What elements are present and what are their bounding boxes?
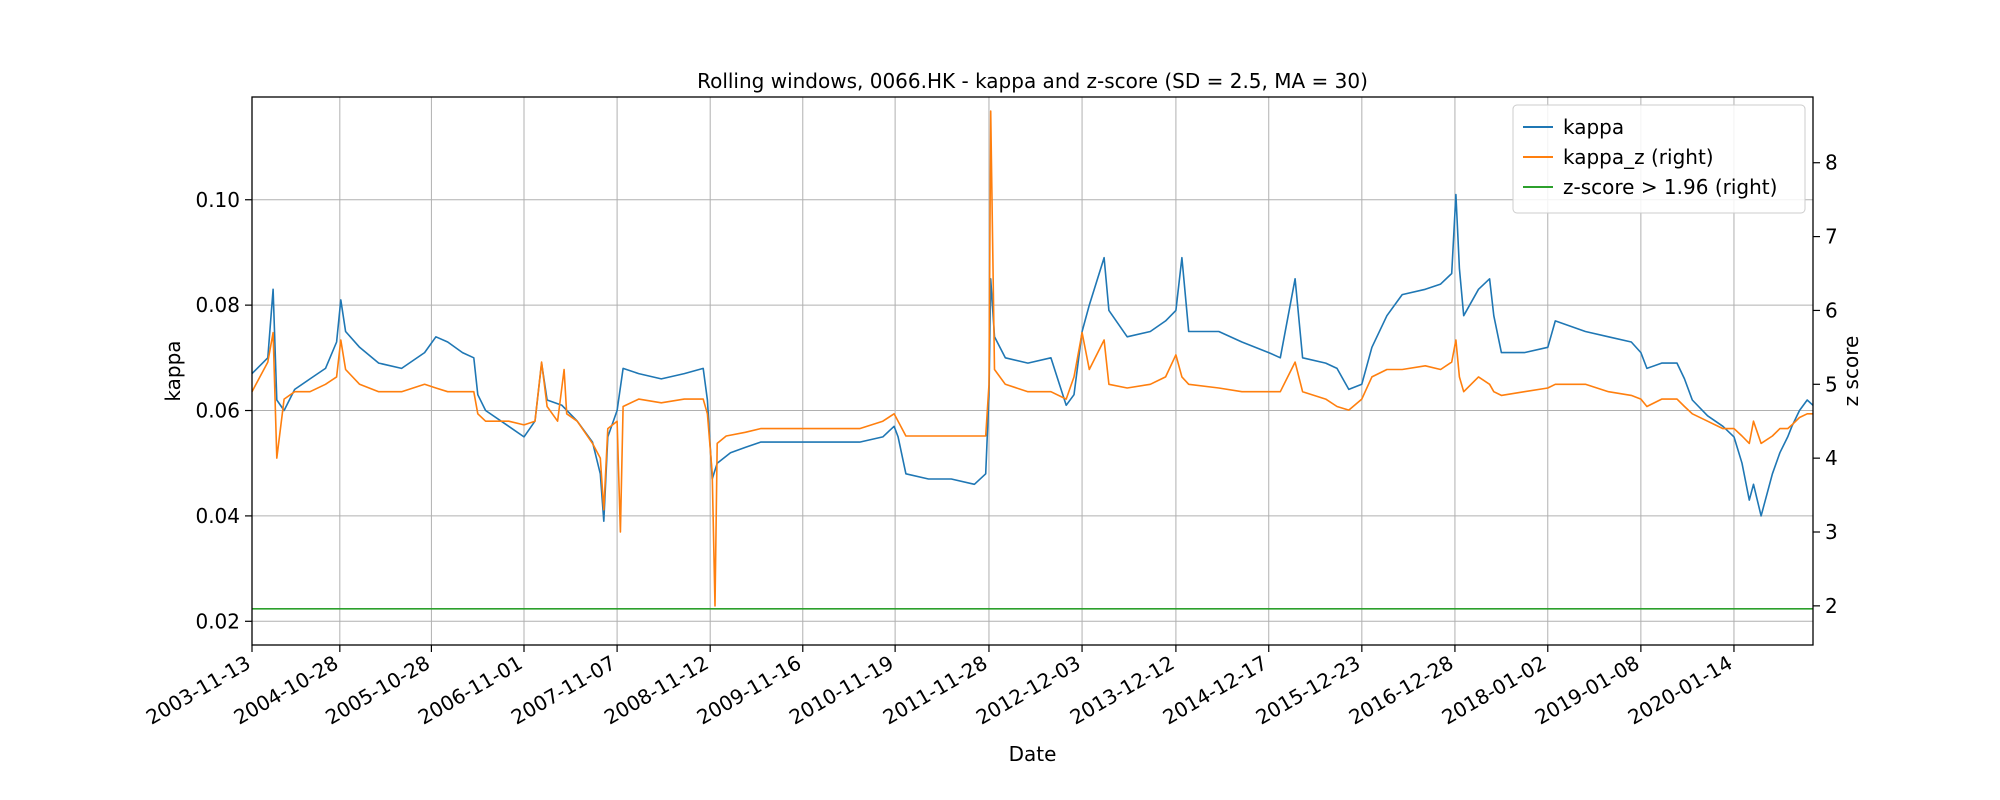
y2-tick-label: 8 <box>1825 151 1838 175</box>
y2-tick-label: 4 <box>1825 446 1838 470</box>
plot-frame <box>251 96 1814 646</box>
y2-tick-label: 3 <box>1825 520 1838 544</box>
series-line-kappa-z-right <box>251 110 1813 607</box>
y-tick-label: 0.06 <box>195 399 240 423</box>
y-tick-label: 0.04 <box>195 504 240 528</box>
legend-label: kappa <box>1563 115 1624 139</box>
legend-label: z-score > 1.96 (right) <box>1563 175 1777 199</box>
y2-tick-label: 6 <box>1825 298 1838 322</box>
y-axis-label-left: kappa <box>161 340 185 401</box>
y-tick-label: 0.02 <box>195 609 240 633</box>
y2-tick-label: 2 <box>1825 594 1838 618</box>
series-line-kappa <box>251 193 1814 523</box>
legend-label: kappa_z (right) <box>1563 145 1714 169</box>
y-tick-label: 0.08 <box>195 293 240 317</box>
y-axis-label-right: z score <box>1839 336 1863 407</box>
legend-box <box>1512 104 1806 214</box>
y-tick-label: 0.10 <box>195 188 240 212</box>
x-axis-label: Date <box>1009 742 1057 766</box>
legend: kappa kappa_z (right) z-score > 1.96 (righ… <box>1512 104 1806 214</box>
y2-tick-label: 5 <box>1825 372 1838 396</box>
y2-tick-label: 7 <box>1825 225 1838 249</box>
chart-title: Rolling windows, 0066.HK - kappa and z-s… <box>697 69 1368 93</box>
